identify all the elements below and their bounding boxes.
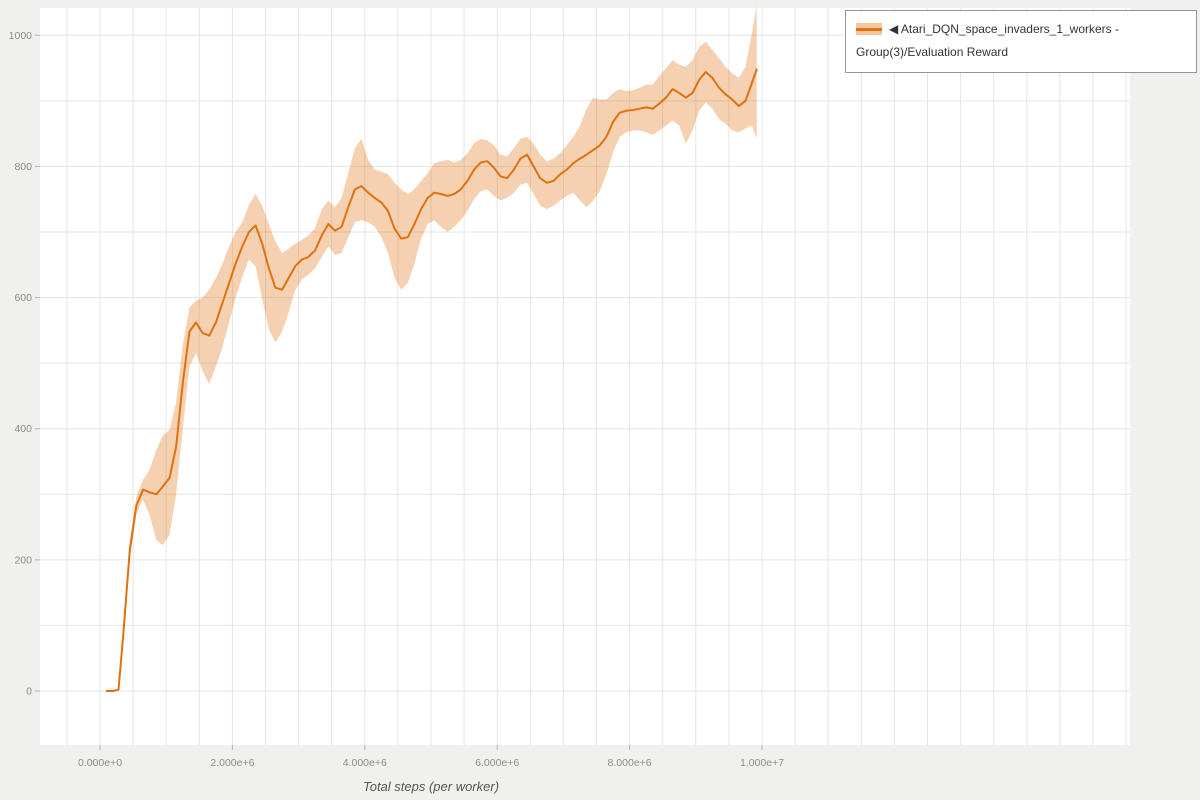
confidence-band xyxy=(106,5,757,692)
y-tick-label: 1000 xyxy=(9,30,33,42)
plot-area xyxy=(40,8,1130,745)
legend-swatch xyxy=(856,23,882,35)
x-axis-title: Total steps (per worker) xyxy=(362,779,500,794)
x-tick-label: 6.000e+6 xyxy=(475,757,519,769)
legend-label: ◀ Atari_DQN_space_invaders_1_workers - G… xyxy=(856,22,1119,60)
y-tick-label: 0 xyxy=(26,686,32,698)
y-tick-label: 600 xyxy=(14,292,32,304)
x-tick-label: 1.000e+7 xyxy=(740,757,784,769)
reward-line xyxy=(105,68,758,692)
x-tick-label: 0.000e+0 xyxy=(78,757,122,769)
y-tick-label: 400 xyxy=(14,423,32,435)
x-tick-label: 4.000e+6 xyxy=(343,757,387,769)
y-tick-label: 800 xyxy=(14,161,32,173)
x-tick-label: 8.000e+6 xyxy=(608,757,652,769)
y-tick-label: 200 xyxy=(14,554,32,566)
legend-line-swatch xyxy=(856,27,882,31)
x-tick-label: 2.000e+6 xyxy=(210,757,254,769)
legend[interactable]: ◀ Atari_DQN_space_invaders_1_workers - G… xyxy=(845,10,1197,73)
